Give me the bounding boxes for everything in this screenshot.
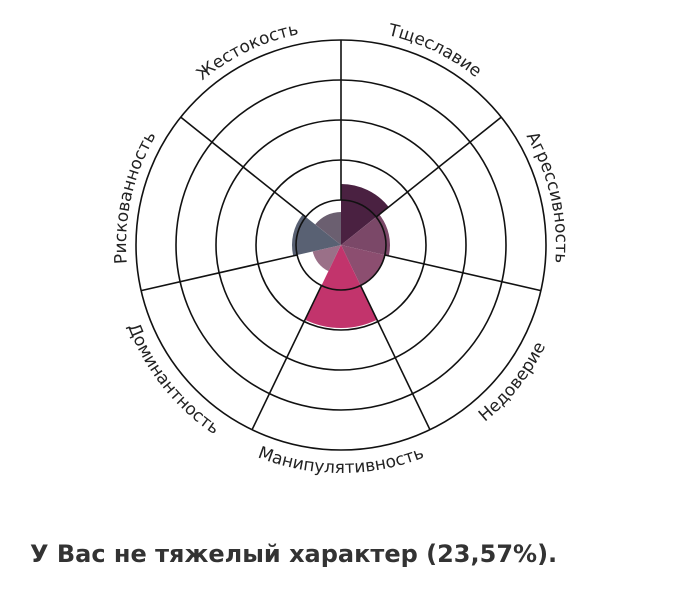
category-label: Недоверие [475, 339, 550, 426]
category-label-path: Доминантность [123, 320, 223, 438]
spoke [375, 116, 502, 218]
category-label-path: Тщеславие [385, 20, 485, 81]
category-label-path: Жестокость [193, 19, 300, 84]
spoke [180, 116, 307, 218]
sector [341, 214, 390, 256]
sector [304, 245, 378, 329]
spoke [359, 285, 431, 431]
sector [341, 184, 389, 245]
category-label: Манипулятивность [255, 443, 426, 478]
category-label: Жестокость [193, 19, 300, 84]
sector [315, 212, 341, 245]
spoke [140, 254, 298, 292]
category-label-path: Манипулятивность [255, 443, 426, 478]
category-label-path: Недоверие [475, 339, 550, 426]
spoke [384, 254, 542, 292]
spoke [251, 285, 323, 431]
category-label: Доминантность [123, 320, 223, 438]
category-label: Тщеславие [385, 20, 485, 81]
sector [292, 214, 341, 256]
caption: У Вас не тяжелый характер (23,57%). [30, 540, 558, 568]
sector [312, 245, 341, 272]
